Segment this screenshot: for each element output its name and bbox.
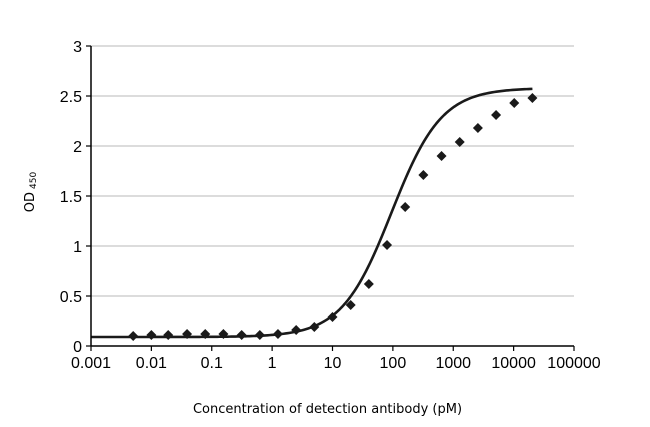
y-tick-label: 2.5 <box>60 89 82 106</box>
y-tick-labels: 0 0.5 1 1.5 2 2.5 3 <box>60 39 82 356</box>
data-point-diamond <box>491 110 502 120</box>
y-tick-label: 3 <box>73 39 82 56</box>
x-tick-label: 0.1 <box>201 355 223 372</box>
fit-curve <box>91 87 533 339</box>
fit-curve-group <box>91 87 533 339</box>
data-point-diamond <box>146 330 157 340</box>
x-tick-label: 1 <box>268 355 277 372</box>
data-point-diamond <box>418 170 429 180</box>
data-point-diamond <box>218 329 229 339</box>
data-point-diamond <box>400 202 411 212</box>
x-tick-labels: 0.001 0.01 0.1 1 10 100 1000 10000 100000 <box>71 355 601 372</box>
data-point-diamond <box>472 123 483 133</box>
data-point-diamond <box>254 330 265 340</box>
y-axis-title: OD 450 <box>23 172 39 213</box>
y-axis-title-subscript: 450 <box>29 172 39 189</box>
data-point-diamond <box>363 279 374 289</box>
x-tick-label: 10000 <box>491 355 536 372</box>
data-point-diamond <box>200 329 211 339</box>
x-tick-label: 100 <box>380 355 407 372</box>
x-tick-label: 10 <box>324 355 342 372</box>
data-point-diamond <box>345 300 356 310</box>
gridlines <box>86 45 575 351</box>
data-point-diamond <box>327 312 338 322</box>
x-tick-label: 0.001 <box>71 355 111 372</box>
data-point-diamond <box>309 322 320 332</box>
data-point-diamond <box>128 331 139 341</box>
data-point-diamond <box>236 330 247 340</box>
data-point-diamond <box>509 98 520 108</box>
y-tick-label: 1.5 <box>60 189 82 206</box>
data-point-diamond <box>272 329 283 339</box>
x-axis-title: Concentration of detection antibody (pM) <box>193 402 462 417</box>
x-tick-label: 1000 <box>435 355 471 372</box>
axes <box>90 46 574 347</box>
x-tick-label: 0.01 <box>136 355 167 372</box>
y-tick-label: 0 <box>73 339 82 356</box>
data-point-diamond <box>454 137 465 147</box>
data-points <box>128 93 538 341</box>
data-point-diamond <box>291 325 302 335</box>
y-tick-label: 1 <box>73 239 82 256</box>
data-point-diamond <box>163 330 174 340</box>
y-axis-title-main: OD <box>23 192 38 212</box>
data-point-diamond <box>527 93 538 103</box>
data-point-diamond <box>436 151 447 161</box>
y-tick-label: 0.5 <box>60 289 82 306</box>
data-point-diamond <box>382 240 393 250</box>
y-tick-label: 2 <box>73 139 82 156</box>
x-tick-label: 100000 <box>547 355 600 372</box>
data-point-diamond <box>182 329 193 339</box>
